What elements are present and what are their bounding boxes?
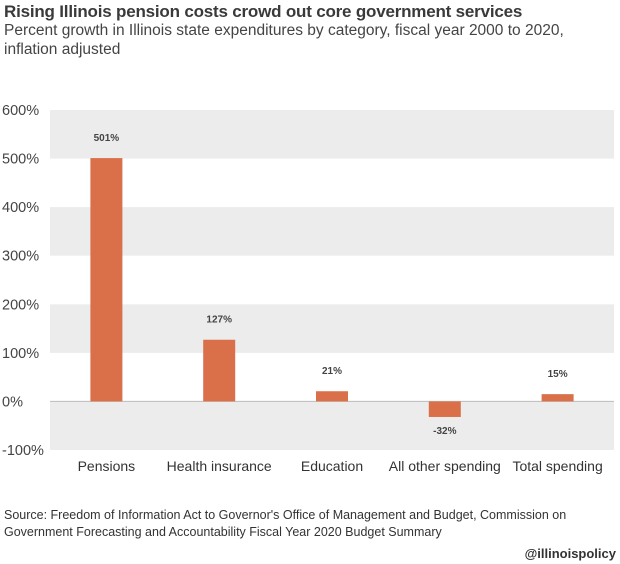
data-label: 21%: [322, 366, 342, 377]
bar: [203, 339, 236, 402]
x-axis-categories: Pensions Health insurance Education All oth…: [78, 458, 603, 474]
y-tick-label: 100%: [2, 346, 39, 362]
data-label: -32%: [433, 426, 456, 437]
x-category-label: Total spending: [512, 458, 602, 474]
grid-band: [50, 110, 614, 159]
grid-bands: [50, 110, 614, 450]
chart-title: Rising Illinois pension costs crowd out …: [4, 2, 523, 21]
y-tick-label: 0%: [2, 394, 23, 410]
bar: [541, 394, 574, 402]
y-tick-label: 600%: [2, 103, 39, 119]
bar: [428, 401, 461, 417]
bar-chart: 600% 500% 400% 300% 200% 100% 0% -100% 501% 127%…: [2, 103, 614, 474]
data-labels: 501% 127% 21% -32% 15%: [94, 133, 568, 437]
chart-subtitle: Percent growth in Illinois state expendi…: [4, 22, 564, 58]
brand-handle: @illinoispolicy: [524, 546, 616, 561]
y-axis-ticks: 600% 500% 400% 300% 200% 100% 0% -100%: [2, 103, 44, 459]
grid-band: [50, 304, 614, 353]
data-label: 15%: [548, 369, 568, 380]
x-category-label: Education: [301, 458, 363, 474]
y-tick-label: 200%: [2, 297, 39, 313]
bar: [90, 158, 123, 402]
source-note: Source: Freedom of Information Act to Go…: [4, 508, 567, 539]
grid-band: [50, 401, 614, 450]
data-label: 501%: [94, 133, 120, 144]
y-tick-label: -100%: [2, 443, 44, 459]
bars: [90, 158, 574, 417]
y-tick-label: 300%: [2, 249, 39, 265]
x-category-label: Health insurance: [167, 458, 272, 474]
y-tick-label: 500%: [2, 152, 39, 168]
data-label: 127%: [206, 315, 232, 326]
grid-band: [50, 207, 614, 256]
bar: [316, 391, 348, 402]
x-category-label: All other spending: [389, 458, 501, 474]
y-tick-label: 400%: [2, 200, 39, 216]
x-category-label: Pensions: [78, 458, 136, 474]
